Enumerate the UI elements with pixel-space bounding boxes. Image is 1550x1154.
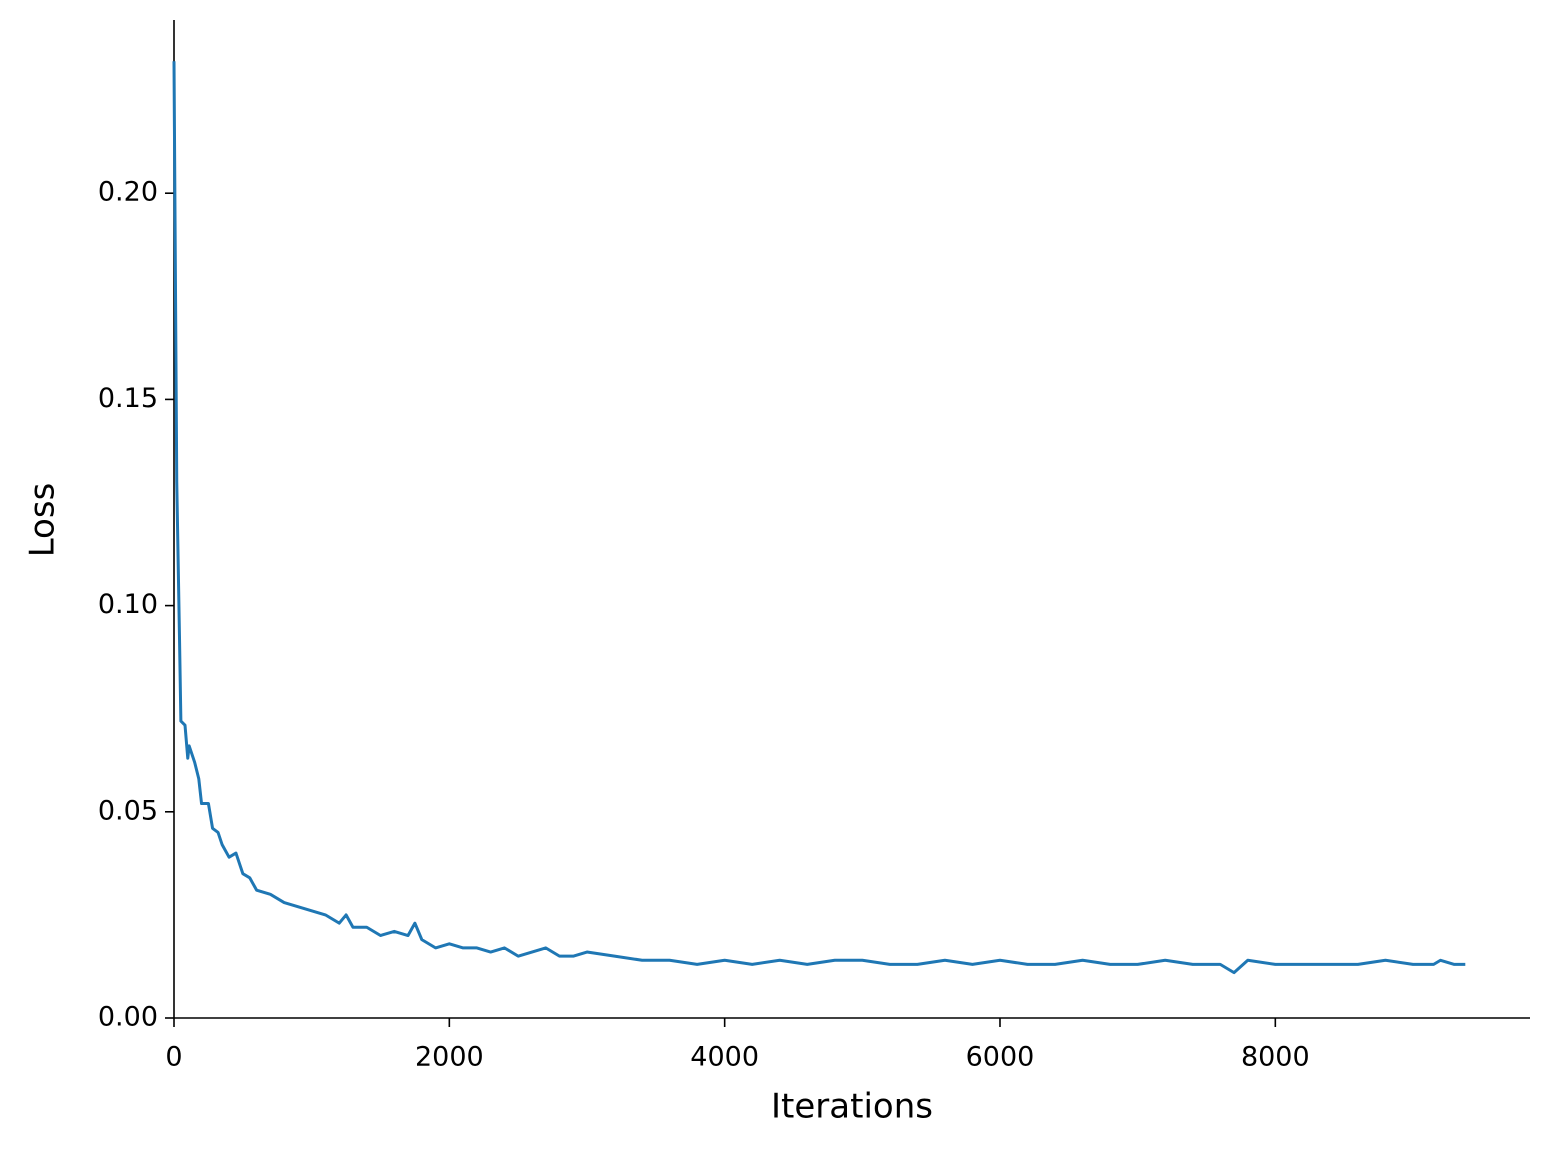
- x-tick-label: 2000: [415, 1042, 484, 1073]
- loss-line: [172, 61, 1466, 975]
- y-tick-label: 0.20: [98, 177, 158, 208]
- y-tick-label: 0.15: [98, 383, 158, 414]
- y-tick-label: 0.00: [98, 1002, 158, 1033]
- y-tick-label: 0.05: [98, 795, 158, 826]
- x-tick-label: 4000: [690, 1042, 759, 1073]
- x-tick-label: 6000: [966, 1042, 1035, 1073]
- y-tick-label: 0.10: [98, 589, 158, 620]
- x-tick-label: 0: [165, 1042, 182, 1073]
- y-axis-label: Loss: [23, 483, 63, 558]
- x-tick-label: 8000: [1241, 1042, 1310, 1073]
- x-axis-label: Iterations: [771, 1087, 933, 1127]
